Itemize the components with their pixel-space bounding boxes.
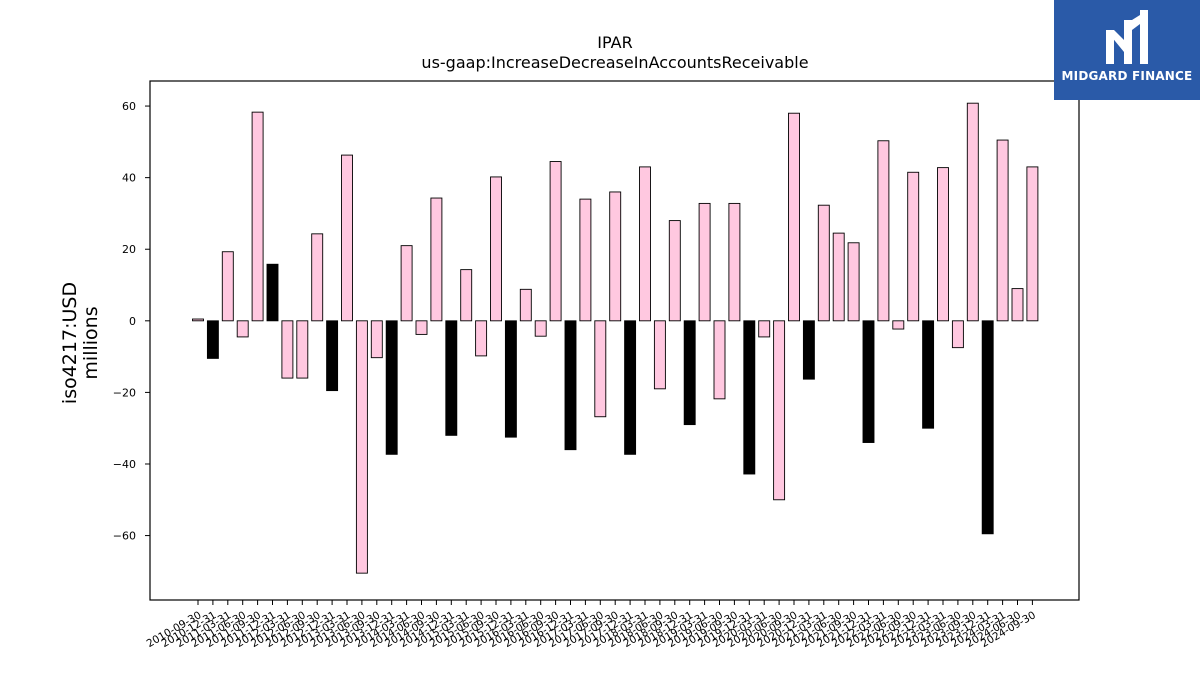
brand-name: MIDGARD FINANCE <box>1061 69 1193 83</box>
bar-2024-09-30 <box>1026 166 1039 322</box>
bar-2023-03-31 <box>937 167 949 322</box>
bar-2018-03-31 <box>639 166 651 322</box>
bar-2014-12-31 <box>445 320 458 436</box>
bar-2010-12-31 <box>206 320 219 359</box>
y-tick-label: 60 <box>122 100 136 113</box>
bar-2012-09-30 <box>311 233 324 322</box>
bar-2020-03-31 <box>758 320 771 338</box>
bar-2021-06-30 <box>832 232 845 322</box>
bar-2017-03-31 <box>579 198 592 322</box>
bar-2021-12-31 <box>862 320 875 443</box>
bar-2022-12-31 <box>922 320 935 429</box>
chart-subtitle: us-gaap:IncreaseDecreaseInAccountsReceiv… <box>421 53 808 72</box>
bar-2021-09-30 <box>847 242 860 322</box>
x-axis-ticks: 2010-09-302010-12-312011-03-312011-06-30… <box>145 600 1038 650</box>
bar-2024-03-31 <box>996 139 1009 322</box>
bars-group <box>192 102 1039 574</box>
bar-2016-12-31 <box>564 320 577 451</box>
bar-2012-06-30 <box>296 320 309 379</box>
y-tick-label: 20 <box>122 243 136 256</box>
bar-2018-09-30 <box>668 220 681 322</box>
bar-2011-06-30 <box>236 320 249 338</box>
bar-2019-06-30 <box>713 320 726 400</box>
bar-2011-12-31 <box>266 263 279 322</box>
bar-2012-03-31 <box>281 320 294 379</box>
bar-2024-06-30 <box>1011 288 1024 322</box>
bar-2021-03-31 <box>817 204 830 322</box>
bar-2019-12-31 <box>743 320 756 475</box>
y-axis-label-line1: iso4217:USD <box>59 282 81 404</box>
plot-frame <box>149 80 1080 601</box>
bar-2022-06-30 <box>892 320 905 330</box>
y-tick-label: 0 <box>129 315 136 328</box>
chart-title: IPAR <box>597 33 632 52</box>
bar-2015-12-31 <box>504 320 517 438</box>
bar-2022-03-31 <box>877 140 890 322</box>
bar-2015-03-31 <box>460 269 473 322</box>
bar-2020-12-31 <box>802 320 815 380</box>
bar-2014-06-30 <box>415 320 428 335</box>
bar-2015-09-30 <box>490 176 502 322</box>
bar-2013-12-31 <box>385 320 398 455</box>
bar-2016-09-30 <box>549 161 562 322</box>
y-tick-label: 40 <box>122 172 136 185</box>
bar-2013-09-30 <box>370 320 383 359</box>
midgard-m-logo-icon <box>1106 10 1148 64</box>
bar-2022-09-30 <box>907 171 920 322</box>
bar-2013-03-31 <box>341 154 353 322</box>
bar-2018-12-31 <box>683 320 696 426</box>
bar-2015-06-30 <box>475 320 488 357</box>
bar-2017-06-30 <box>594 320 607 418</box>
bar-2019-09-30 <box>728 202 741 322</box>
y-tick-label: −60 <box>113 530 136 543</box>
bar-2011-09-30 <box>251 111 264 322</box>
bar-2019-03-31 <box>698 202 711 322</box>
bar-2014-03-31 <box>400 245 413 322</box>
bar-2023-09-30 <box>966 102 979 322</box>
y-axis-label-line2: millions <box>80 306 102 379</box>
bar-2011-03-31 <box>221 251 234 322</box>
bar-2023-06-30 <box>951 320 964 349</box>
y-tick-label: −20 <box>113 386 136 399</box>
bar-2014-09-30 <box>430 197 443 322</box>
bar-2010-09-30 <box>192 318 204 322</box>
bar-2020-06-30 <box>773 320 786 501</box>
bar-2017-09-30 <box>609 191 622 322</box>
bar-2017-12-31 <box>624 320 637 455</box>
y-axis-ticks: −60 −40 −20 0 20 40 60 <box>113 100 150 543</box>
midgard-finance-logo: MIDGARD FINANCE <box>1054 0 1200 100</box>
bar-2023-12-31 <box>981 320 994 535</box>
y-tick-label: −40 <box>113 458 136 471</box>
bar-2016-03-31 <box>519 288 532 322</box>
bar-2018-06-30 <box>653 320 666 390</box>
bar-2020-09-30 <box>788 112 800 322</box>
bar-2013-06-30 <box>355 320 368 574</box>
bar-2012-12-31 <box>326 320 339 392</box>
bar-2016-06-30 <box>534 320 547 337</box>
